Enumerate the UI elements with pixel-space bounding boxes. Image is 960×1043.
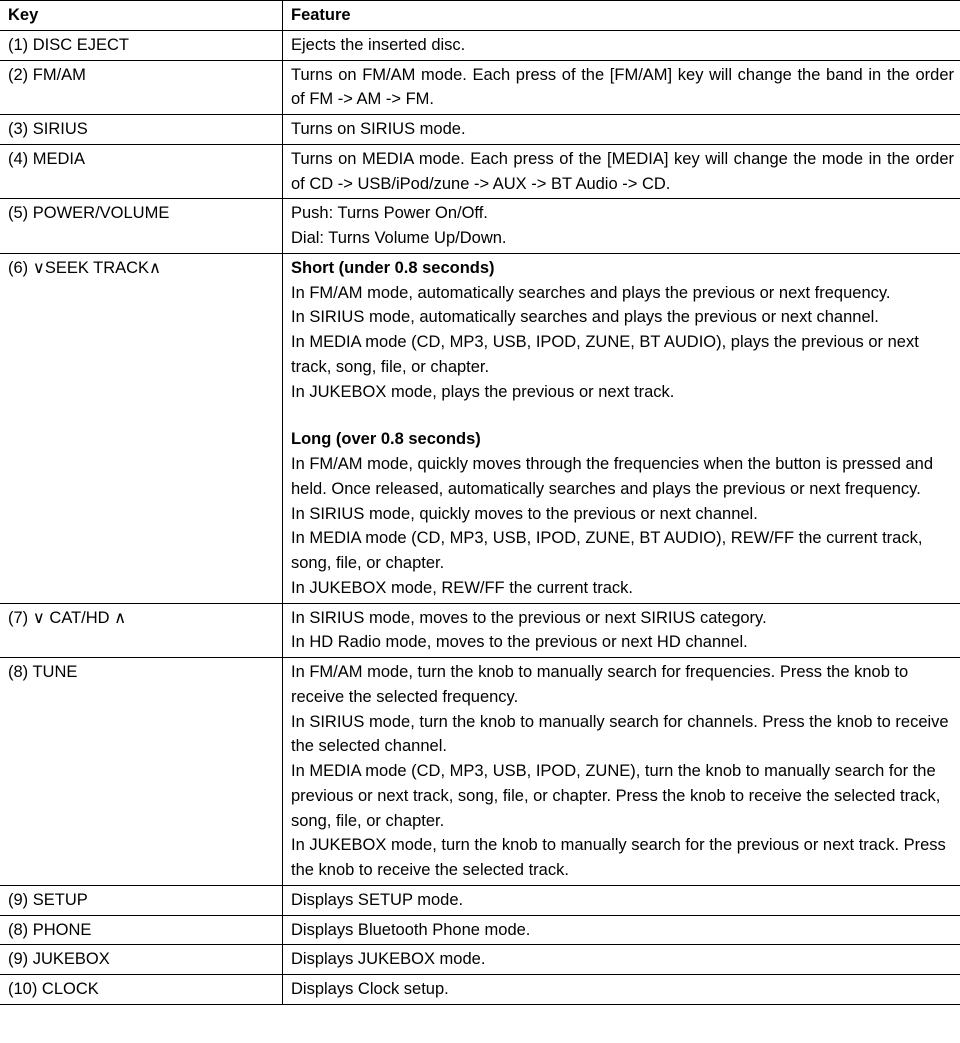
feature-line: In FM/AM mode, quickly moves through the… (291, 452, 954, 502)
header-key: Key (0, 1, 283, 31)
feature-line: In FM/AM mode, turn the knob to manually… (291, 660, 954, 710)
cell-key: (6) ∨SEEK TRACK∧ (0, 253, 283, 603)
feature-line: In HD Radio mode, moves to the previous … (291, 630, 954, 655)
table-row: (2) FM/AMTurns on FM/AM mode. Each press… (0, 60, 960, 115)
cell-feature: Turns on FM/AM mode. Each press of the [… (283, 60, 960, 115)
feature-heading: Long (over 0.8 seconds) (291, 427, 954, 452)
cell-feature: Turns on SIRIUS mode. (283, 115, 960, 145)
cell-feature: Ejects the inserted disc. (283, 30, 960, 60)
cell-feature: Short (under 0.8 seconds)In FM/AM mode, … (283, 253, 960, 603)
cell-feature: In FM/AM mode, turn the knob to manually… (283, 658, 960, 886)
feature-line: Push: Turns Power On/Off. (291, 201, 954, 226)
feature-line: In SIRIUS mode, turn the knob to manuall… (291, 710, 954, 760)
feature-line: In MEDIA mode (CD, MP3, USB, IPOD, ZUNE,… (291, 330, 954, 380)
table-row: (5) POWER/VOLUMEPush: Turns Power On/Off… (0, 199, 960, 254)
table-row: (8) PHONEDisplays Bluetooth Phone mode. (0, 915, 960, 945)
table-row: (9) SETUPDisplays SETUP mode. (0, 885, 960, 915)
table-row: (10) CLOCKDisplays Clock setup. (0, 975, 960, 1005)
feature-line: In SIRIUS mode, automatically searches a… (291, 305, 954, 330)
cell-key: (8) PHONE (0, 915, 283, 945)
cell-feature: Displays Bluetooth Phone mode. (283, 915, 960, 945)
feature-line: In JUKEBOX mode, plays the previous or n… (291, 380, 954, 405)
cell-key: (7) ∨ CAT/HD ∧ (0, 603, 283, 658)
feature-line: In JUKEBOX mode, REW/FF the current trac… (291, 576, 954, 601)
table-header-row: Key Feature (0, 1, 960, 31)
feature-line: In MEDIA mode (CD, MP3, USB, IPOD, ZUNE,… (291, 526, 954, 576)
table-row: (8) TUNEIn FM/AM mode, turn the knob to … (0, 658, 960, 886)
cell-feature: Displays Clock setup. (283, 975, 960, 1005)
header-feature: Feature (283, 1, 960, 31)
feature-line: In FM/AM mode, automatically searches an… (291, 281, 954, 306)
cell-key: (10) CLOCK (0, 975, 283, 1005)
cell-key: (3) SIRIUS (0, 115, 283, 145)
cell-key: (2) FM/AM (0, 60, 283, 115)
feature-line: In SIRIUS mode, moves to the previous or… (291, 606, 954, 631)
table-row: (3) SIRIUSTurns on SIRIUS mode. (0, 115, 960, 145)
block-spacer (291, 404, 954, 427)
cell-feature: In SIRIUS mode, moves to the previous or… (283, 603, 960, 658)
cell-key: (9) SETUP (0, 885, 283, 915)
cell-key: (4) MEDIA (0, 144, 283, 199)
feature-heading: Short (under 0.8 seconds) (291, 256, 954, 281)
table-row: (9) JUKEBOXDisplays JUKEBOX mode. (0, 945, 960, 975)
feature-line: In JUKEBOX mode, turn the knob to manual… (291, 833, 954, 883)
cell-feature: Displays JUKEBOX mode. (283, 945, 960, 975)
table-row: (7) ∨ CAT/HD ∧ In SIRIUS mode, moves to t… (0, 603, 960, 658)
cell-feature: Turns on MEDIA mode. Each press of the [… (283, 144, 960, 199)
table-row: (1) DISC EJECTEjects the inserted disc. (0, 30, 960, 60)
cell-key: (5) POWER/VOLUME (0, 199, 283, 254)
cell-key: (9) JUKEBOX (0, 945, 283, 975)
cell-key: (1) DISC EJECT (0, 30, 283, 60)
cell-feature: Push: Turns Power On/Off.Dial: Turns Vol… (283, 199, 960, 254)
cell-key: (8) TUNE (0, 658, 283, 886)
key-feature-table: Key Feature (1) DISC EJECTEjects the ins… (0, 0, 960, 1005)
cell-feature: Displays SETUP mode. (283, 885, 960, 915)
table-body: (1) DISC EJECTEjects the inserted disc.(… (0, 30, 960, 1004)
table-row: (6) ∨SEEK TRACK∧Short (under 0.8 seconds… (0, 253, 960, 603)
feature-line: In MEDIA mode (CD, MP3, USB, IPOD, ZUNE)… (291, 759, 954, 833)
feature-line: Dial: Turns Volume Up/Down. (291, 226, 954, 251)
feature-line: In SIRIUS mode, quickly moves to the pre… (291, 502, 954, 527)
table-row: (4) MEDIATurns on MEDIA mode. Each press… (0, 144, 960, 199)
